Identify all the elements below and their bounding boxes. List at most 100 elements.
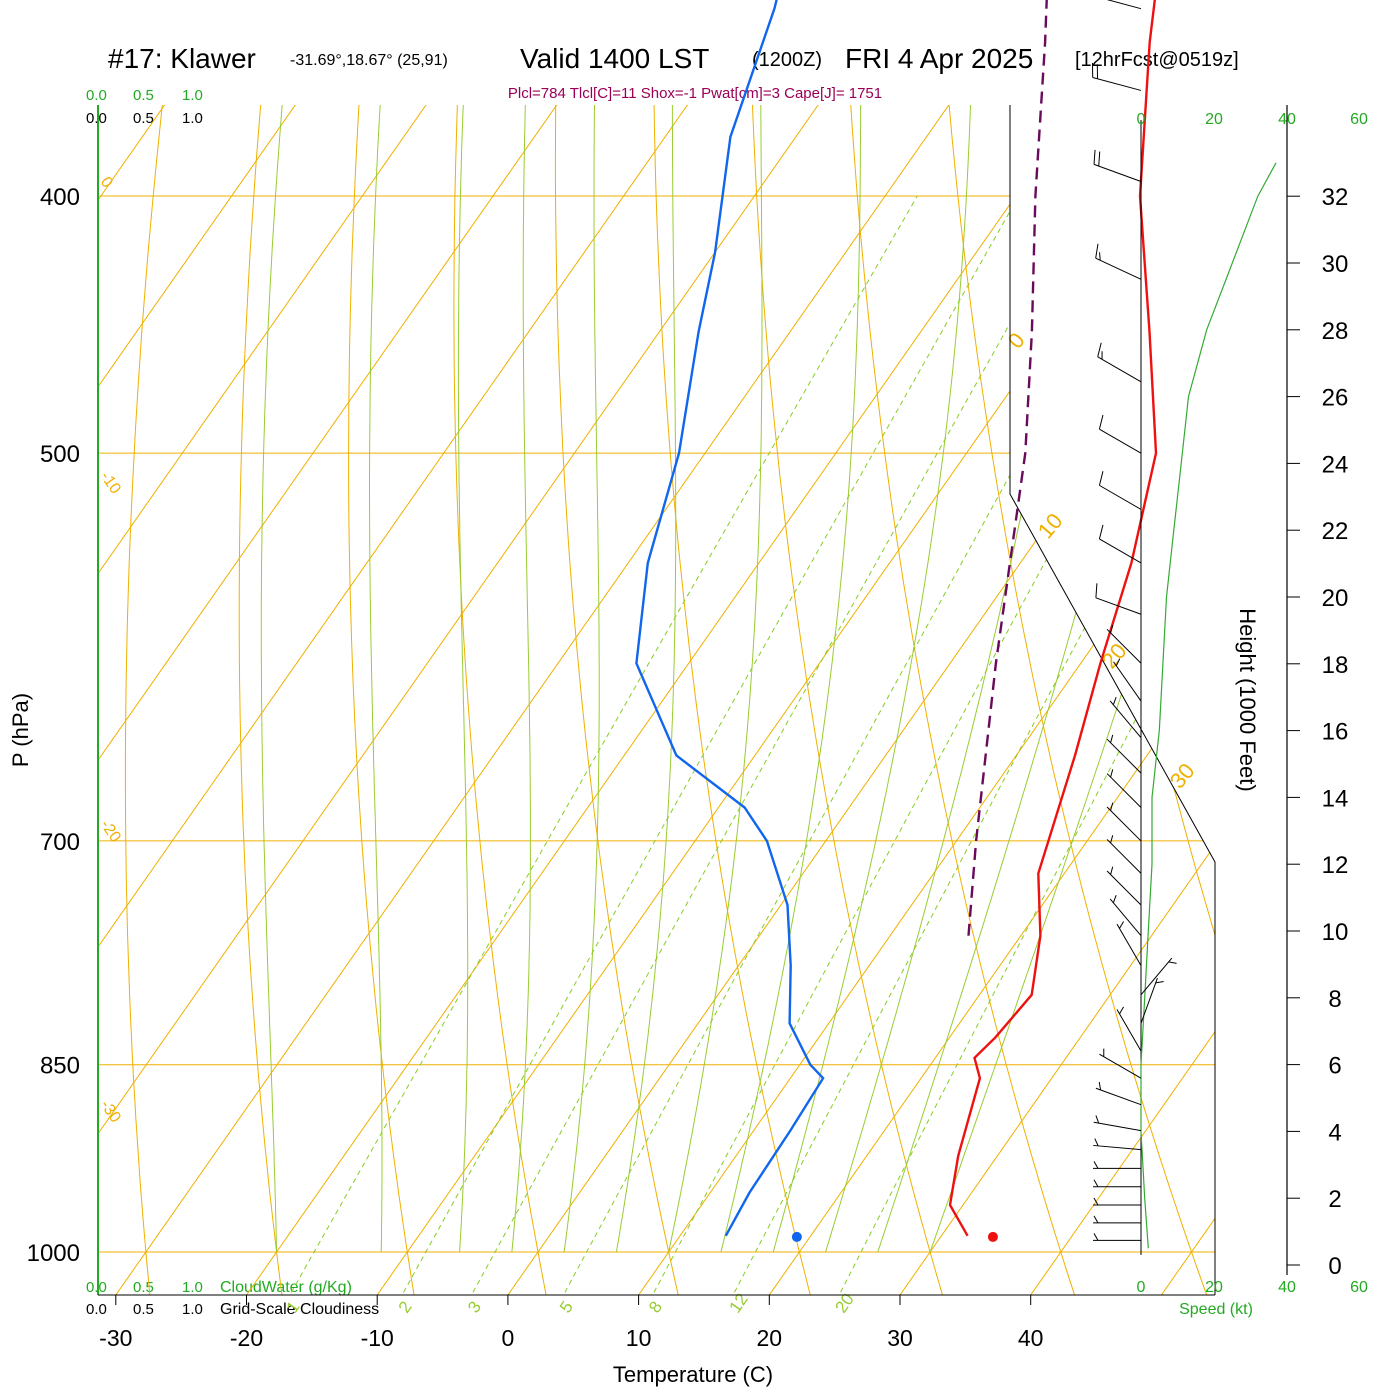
wind-barb-staff bbox=[1116, 1009, 1142, 1052]
mixing-ratio-line bbox=[394, 195, 1020, 1295]
mixing-ratio-line bbox=[281, 195, 918, 1295]
wind-barb-feather bbox=[1097, 342, 1102, 357]
wind-barb-feather bbox=[1110, 734, 1114, 743]
wind-barb-staff bbox=[1106, 628, 1142, 664]
height-tick-label: 20 bbox=[1322, 585, 1349, 612]
wind-barb-feather bbox=[1098, 524, 1104, 540]
wind-barb bbox=[1106, 802, 1142, 842]
height-tick-label: 24 bbox=[1322, 451, 1349, 478]
wind-barb bbox=[1106, 0, 1142, 10]
temperature-axis-title: Temperature (C) bbox=[613, 1362, 773, 1387]
title-station: #17: Klawer bbox=[108, 43, 256, 74]
moist-adiabat-line bbox=[772, 105, 977, 1253]
wind-barb bbox=[1113, 658, 1142, 702]
wind-barb-staff bbox=[1099, 538, 1142, 564]
mixing-ratio-label: 20 bbox=[831, 1290, 857, 1316]
wind-barb-staff bbox=[1095, 1087, 1142, 1106]
pressure-axis-title: P (hPa) bbox=[8, 693, 33, 767]
height-tick-label: 4 bbox=[1328, 1119, 1341, 1146]
height-tick-label: 22 bbox=[1322, 518, 1349, 545]
isotherm-label: -30 bbox=[97, 1097, 124, 1126]
cloudwater-tick: 1.0 bbox=[182, 87, 203, 104]
mixing-ratio-line bbox=[555, 195, 1165, 1295]
temperature-tick-label: 0 bbox=[502, 1325, 515, 1351]
wind-barb-staff bbox=[1140, 978, 1158, 1024]
wind-barb-staff bbox=[1109, 700, 1142, 738]
wind-barb bbox=[1106, 835, 1142, 874]
plot-frame bbox=[97, 105, 1216, 1296]
speed-tick-bottom: 60 bbox=[1350, 1279, 1368, 1296]
dry-adiabat-line bbox=[928, 105, 1212, 1295]
isotherm-label: 0 bbox=[1003, 328, 1030, 353]
cloudiness-tick: 0.5 bbox=[133, 110, 154, 127]
temperature-tick-label: -20 bbox=[230, 1325, 263, 1351]
wind-barb-staff bbox=[1099, 428, 1142, 454]
height-tick-label: 32 bbox=[1322, 184, 1349, 211]
speed-axis: 0 20 40 60 0 20 40 60 Speed (kt) bbox=[1137, 111, 1368, 1318]
height-tick-label: 12 bbox=[1322, 852, 1349, 879]
speed-tick-bottom: 40 bbox=[1278, 1279, 1296, 1296]
wind-barb-staff bbox=[1140, 957, 1173, 996]
wind-barb bbox=[1098, 414, 1142, 454]
cloudiness-tick: 0.5 bbox=[133, 1301, 154, 1318]
wind-barb-feather bbox=[1115, 658, 1121, 667]
mixing-ratio-label: 12 bbox=[725, 1290, 751, 1316]
wind-barb-staff bbox=[1093, 1144, 1142, 1151]
wind-barb bbox=[1095, 583, 1142, 615]
wind-barb-feather bbox=[1168, 961, 1177, 964]
cloud-scale-top: 0.0 0.5 1.0 0.0 0.5 1.0 bbox=[86, 87, 203, 127]
moist-adiabat-line bbox=[563, 105, 615, 1253]
wind-barb-staff bbox=[1106, 773, 1142, 808]
cloudwater-tick: 0.0 bbox=[86, 87, 107, 104]
height-tick-label: 6 bbox=[1328, 1053, 1341, 1080]
wind-barb-staff bbox=[1093, 163, 1142, 182]
moist-adiabat-line bbox=[668, 105, 768, 1253]
wind-panel bbox=[1091, 0, 1277, 1255]
wind-barb bbox=[1093, 1197, 1141, 1206]
isotherm-line bbox=[367, 105, 1215, 1295]
dry-adiabat-line bbox=[554, 105, 682, 1295]
wind-barb bbox=[1091, 62, 1142, 91]
temperature-axis: -30 -20 -10 0 10 20 30 40 bbox=[99, 1295, 1043, 1351]
wind-barb bbox=[1095, 243, 1142, 280]
temperature-tick-label: 20 bbox=[757, 1325, 783, 1351]
wind-barb-feather bbox=[1110, 769, 1114, 778]
wind-barb-staff bbox=[1106, 870, 1142, 906]
height-tick-label: 18 bbox=[1322, 652, 1349, 679]
cloudwater-tick: 0.0 bbox=[86, 1279, 107, 1296]
height-tick-label: 10 bbox=[1322, 919, 1349, 946]
title-date: FRI 4 Apr 2025 bbox=[845, 43, 1033, 74]
isotherm-line bbox=[1151, 105, 1215, 1295]
mixing-ratio-label: 8 bbox=[645, 1298, 666, 1317]
wind-barb bbox=[1093, 1179, 1141, 1188]
mixing-ratio-line bbox=[832, 195, 1215, 1295]
height-tick-label: 8 bbox=[1328, 986, 1341, 1013]
wind-barb bbox=[1109, 696, 1142, 738]
isotherm-label: 10 bbox=[1033, 508, 1068, 543]
surface-temperature-marker bbox=[987, 1231, 998, 1242]
wind-barb-staff bbox=[1095, 257, 1142, 280]
wind-barb-feather bbox=[1098, 471, 1104, 486]
wind-barb bbox=[1093, 1138, 1142, 1151]
pressure-tick-label: 1000 bbox=[27, 1240, 80, 1267]
height-tick-label: 30 bbox=[1322, 251, 1349, 278]
moist-adiabat-line bbox=[260, 105, 335, 1253]
height-tick-label: 14 bbox=[1322, 785, 1349, 812]
temperature-tick-label: 30 bbox=[887, 1325, 913, 1351]
wind-barb-staff bbox=[1113, 661, 1142, 702]
wind-barb-staff bbox=[1095, 597, 1142, 615]
dry-adiabat-line bbox=[124, 105, 234, 1295]
wind-barb bbox=[1116, 921, 1142, 966]
cloudiness-tick: 1.0 bbox=[182, 1301, 203, 1318]
sounding-traces bbox=[635, 0, 1158, 1242]
mixing-ratio-line bbox=[463, 195, 1082, 1295]
wind-barb-feather bbox=[1095, 583, 1098, 598]
wind-barb-feather bbox=[1093, 1197, 1099, 1206]
dewpoint-trace bbox=[635, 0, 825, 1237]
wind-barb bbox=[1093, 1161, 1141, 1169]
wind-barb-feather bbox=[1094, 1138, 1099, 1147]
title-forecast: [12hrFcst@0519z] bbox=[1075, 49, 1239, 71]
wind-barb bbox=[1116, 1006, 1142, 1052]
moist-adiabat-line bbox=[511, 105, 553, 1253]
